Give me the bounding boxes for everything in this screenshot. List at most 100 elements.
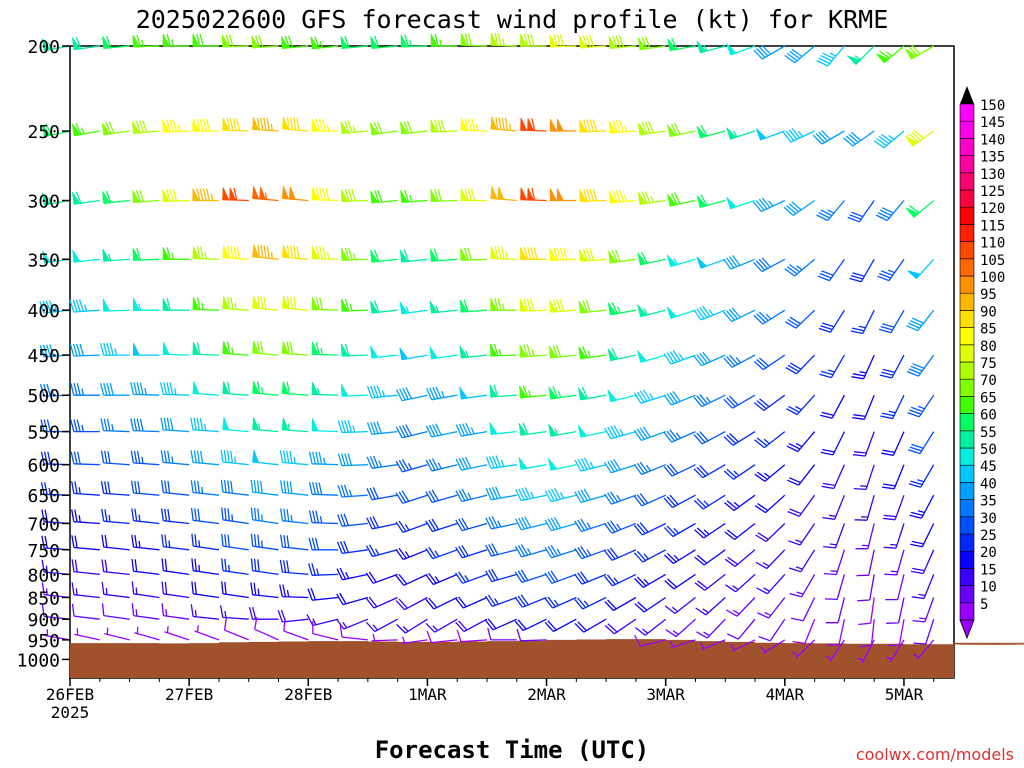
colorbar-swatch bbox=[959, 241, 975, 260]
wind-barb-pennant bbox=[132, 248, 141, 261]
wind-barb-pennant bbox=[281, 295, 290, 309]
wind-barb-pennant bbox=[548, 423, 558, 437]
wind-barb-pennant bbox=[490, 343, 498, 357]
wind-barb-pennant bbox=[578, 346, 587, 360]
wind-barb bbox=[337, 453, 368, 467]
wind-barb bbox=[753, 309, 786, 325]
wind-barb bbox=[279, 584, 309, 599]
wind-barb-pennant bbox=[460, 248, 468, 261]
wind-barb bbox=[514, 544, 547, 558]
wind-barb-pennant bbox=[222, 417, 230, 431]
wind-barb bbox=[455, 517, 488, 532]
wind-barb bbox=[308, 563, 339, 576]
wind-barb bbox=[279, 450, 309, 466]
wind-barb bbox=[221, 558, 249, 576]
wind-barb bbox=[604, 618, 637, 635]
wind-barb-pennant bbox=[847, 55, 861, 65]
wind-barb bbox=[574, 618, 607, 633]
wind-barb-pennant bbox=[252, 117, 260, 131]
wind-barb bbox=[252, 117, 279, 132]
wind-barb bbox=[192, 246, 219, 260]
wind-barb bbox=[484, 618, 518, 631]
y-tick-label: 1000 bbox=[17, 650, 60, 671]
wind-barb bbox=[753, 394, 786, 412]
wind-barb bbox=[886, 597, 905, 624]
wind-barb bbox=[69, 343, 100, 357]
x-tick-label: 1MAR bbox=[408, 685, 447, 704]
wind-barb-pennant bbox=[71, 123, 81, 137]
wind-barb bbox=[221, 581, 249, 599]
wind-barb bbox=[520, 247, 547, 260]
wind-barb bbox=[366, 455, 398, 469]
wind-barb bbox=[604, 596, 637, 612]
colorbar-swatch bbox=[959, 224, 975, 242]
wind-barb bbox=[161, 558, 190, 576]
wind-barb-pennant bbox=[72, 192, 81, 205]
wind-barb bbox=[101, 534, 130, 551]
wind-barb bbox=[723, 255, 756, 270]
colorbar-swatch bbox=[959, 585, 975, 604]
colorbar-swatch bbox=[959, 499, 975, 518]
wind-barb bbox=[335, 618, 369, 630]
wind-barb-pennant bbox=[132, 121, 141, 134]
wind-barb bbox=[603, 547, 637, 561]
wind-barb bbox=[664, 573, 696, 590]
wind-barb bbox=[603, 491, 637, 505]
wind-barb-pennant bbox=[252, 340, 260, 354]
wind-barb bbox=[191, 558, 219, 576]
wind-barb bbox=[633, 549, 667, 563]
colorbar-label: 85 bbox=[980, 322, 997, 338]
wind-barb bbox=[223, 617, 249, 641]
wind-barb bbox=[911, 574, 935, 600]
x-tick-label: 3MAR bbox=[646, 685, 685, 704]
wind-barb-pennant bbox=[905, 135, 919, 147]
wind-barb-pennant bbox=[222, 296, 230, 310]
wind-barb bbox=[633, 426, 666, 442]
wind-barb bbox=[574, 488, 607, 504]
x-tick-label: 5MAR bbox=[885, 685, 924, 704]
wind-barb-pennant bbox=[281, 116, 290, 130]
wind-barb bbox=[160, 450, 190, 466]
wind-barb bbox=[726, 618, 756, 640]
wind-barb bbox=[282, 296, 309, 311]
wind-barb bbox=[194, 625, 220, 641]
wind-barb bbox=[336, 567, 368, 581]
wind-barb-pennant bbox=[579, 189, 587, 202]
wind-barb bbox=[100, 450, 130, 466]
colorbar-label: 50 bbox=[980, 442, 997, 458]
y-tick-label: 500 bbox=[27, 386, 60, 407]
wind-barb-pennant bbox=[519, 298, 528, 312]
wind-barb bbox=[71, 559, 100, 576]
wind-barb bbox=[282, 117, 309, 132]
wind-barb bbox=[790, 597, 816, 622]
wind-barb bbox=[757, 597, 786, 619]
wind-barb-pennant bbox=[281, 244, 290, 258]
wind-barb bbox=[312, 187, 339, 202]
wind-barb bbox=[248, 607, 279, 620]
wind-barb bbox=[696, 618, 726, 639]
x-tick-sublabel: 2025 bbox=[51, 703, 90, 722]
wind-barb-pennant bbox=[637, 122, 647, 136]
wind-barb bbox=[312, 621, 339, 641]
colorbar-swatch bbox=[959, 327, 975, 346]
wind-barb-pennant bbox=[311, 118, 319, 132]
wind-barb bbox=[70, 383, 100, 396]
wind-barb bbox=[663, 429, 696, 443]
wind-barb bbox=[823, 523, 846, 549]
wind-barb bbox=[910, 523, 935, 548]
colorbar-label: 125 bbox=[980, 184, 1005, 200]
wind-barb-pennant bbox=[460, 32, 468, 46]
wind-barb bbox=[99, 383, 130, 396]
wind-barb bbox=[366, 421, 398, 435]
wind-barb-pennant bbox=[133, 298, 141, 311]
wind-barb bbox=[693, 393, 726, 408]
wind-barb-pennant bbox=[340, 36, 349, 49]
wind-barb bbox=[485, 543, 517, 557]
colorbar-label: 15 bbox=[980, 562, 997, 578]
wind-barb bbox=[431, 119, 458, 133]
wind-barb-pennant bbox=[192, 297, 200, 310]
site-credit: coolwx.com/models bbox=[856, 745, 1014, 764]
colorbar-swatch bbox=[959, 206, 975, 225]
wind-barb bbox=[639, 121, 666, 136]
wind-barb bbox=[487, 627, 517, 641]
